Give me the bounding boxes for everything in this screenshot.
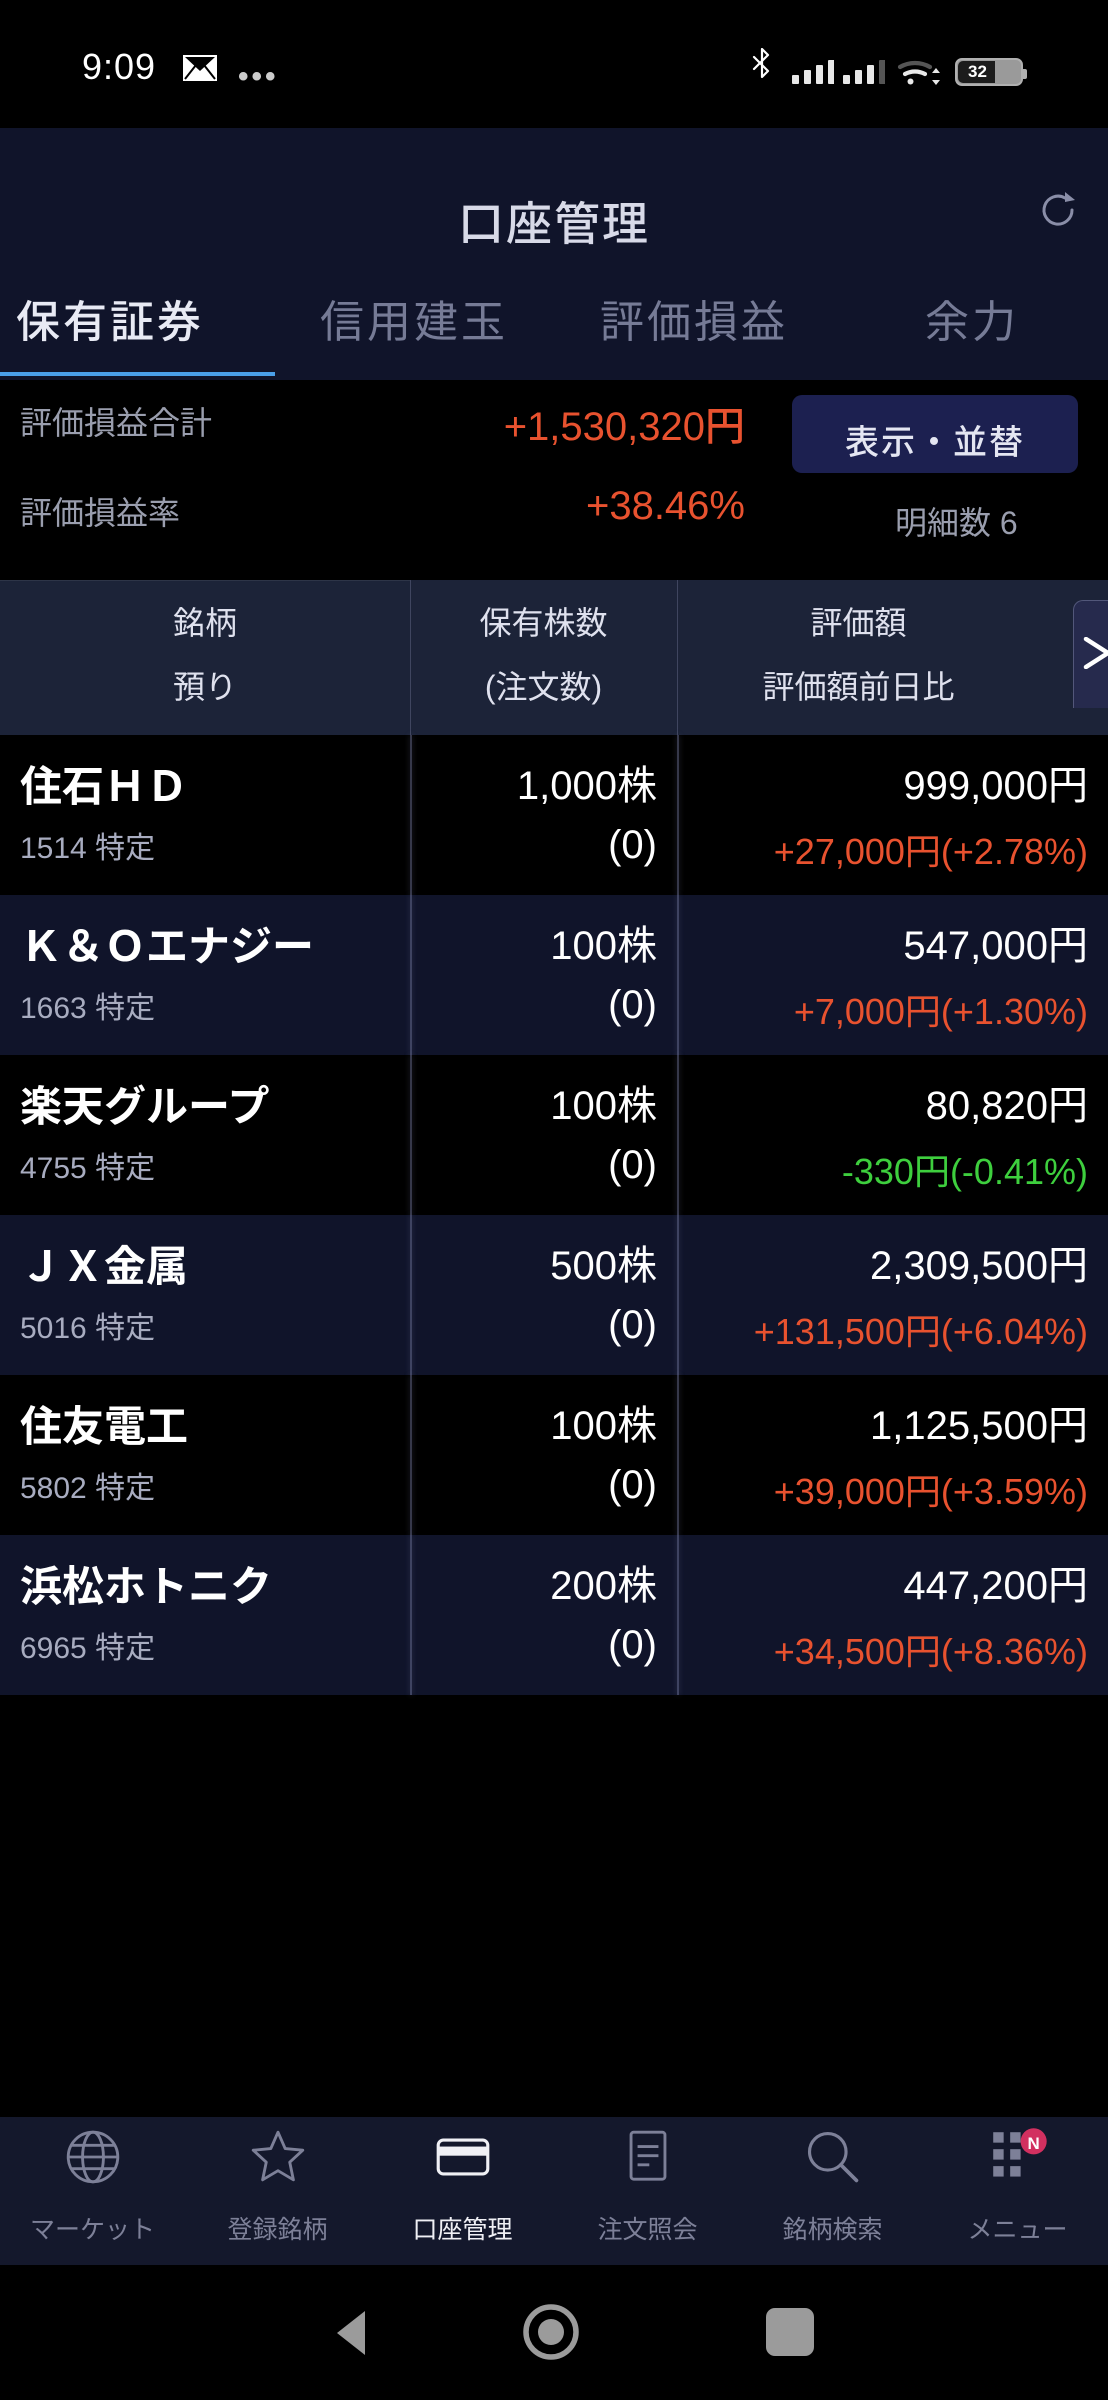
svg-text:N: N bbox=[1027, 2134, 1039, 2153]
